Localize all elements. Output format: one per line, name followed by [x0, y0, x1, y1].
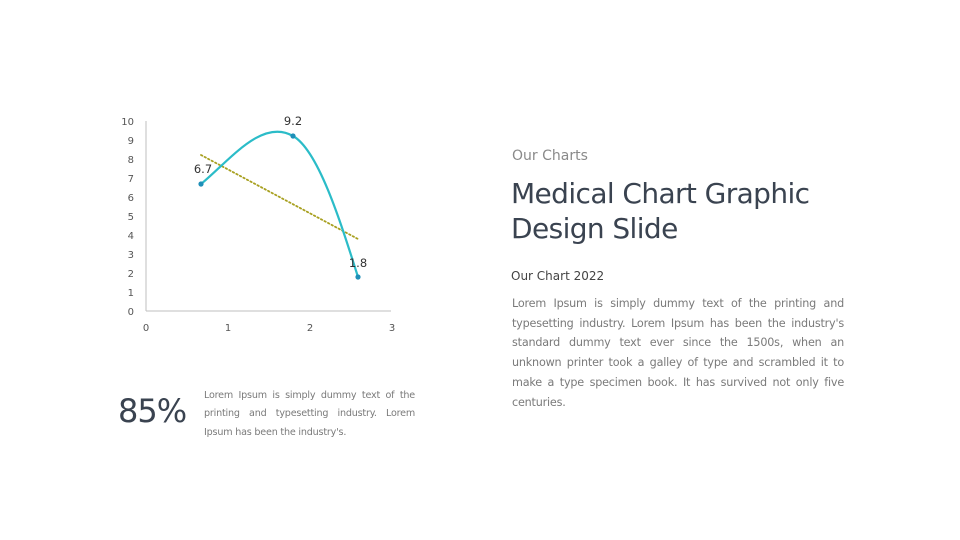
- y-tick: 3: [128, 250, 134, 261]
- y-tick: 0: [128, 307, 134, 318]
- trendline: [200, 154, 359, 240]
- y-tick: 5: [128, 212, 134, 223]
- data-label: 9.2: [284, 114, 302, 128]
- data-point-marker: [290, 133, 296, 139]
- data-point-marker: [198, 181, 204, 187]
- stat-description: Lorem Ipsum is simply dummy text of the …: [204, 390, 415, 438]
- data-point-marker: [355, 274, 361, 280]
- y-tick: 6: [128, 193, 134, 204]
- y-tick: 7: [128, 174, 134, 185]
- x-tick: 2: [307, 323, 313, 334]
- y-tick: 1: [128, 288, 134, 299]
- stat-value: 85%: [118, 392, 187, 430]
- data-label: 1.8: [349, 256, 367, 270]
- y-tick: 8: [128, 155, 134, 166]
- x-tick: 3: [389, 323, 395, 334]
- x-tick: 0: [143, 323, 149, 334]
- y-tick: 9: [128, 136, 134, 147]
- y-tick: 2: [128, 269, 134, 280]
- x-tick: 1: [225, 323, 231, 334]
- data-curve: [199, 130, 360, 279]
- eyebrow-label: Our Charts: [512, 148, 588, 164]
- data-label: 6.7: [194, 162, 212, 176]
- x-tick-labels: 0 1 2 3: [143, 323, 395, 334]
- chart-subtitle: Our Chart 2022: [511, 269, 605, 283]
- description-paragraph: Lorem Ipsum is simply dummy text of the …: [512, 297, 844, 409]
- y-tick-labels: 0 1 2 3 4 5 6 7 8 9 10: [121, 117, 134, 318]
- slide-title: Medical Chart Graphic Design Slide: [511, 177, 810, 245]
- y-tick: 4: [128, 231, 134, 242]
- y-tick: 10: [121, 117, 134, 128]
